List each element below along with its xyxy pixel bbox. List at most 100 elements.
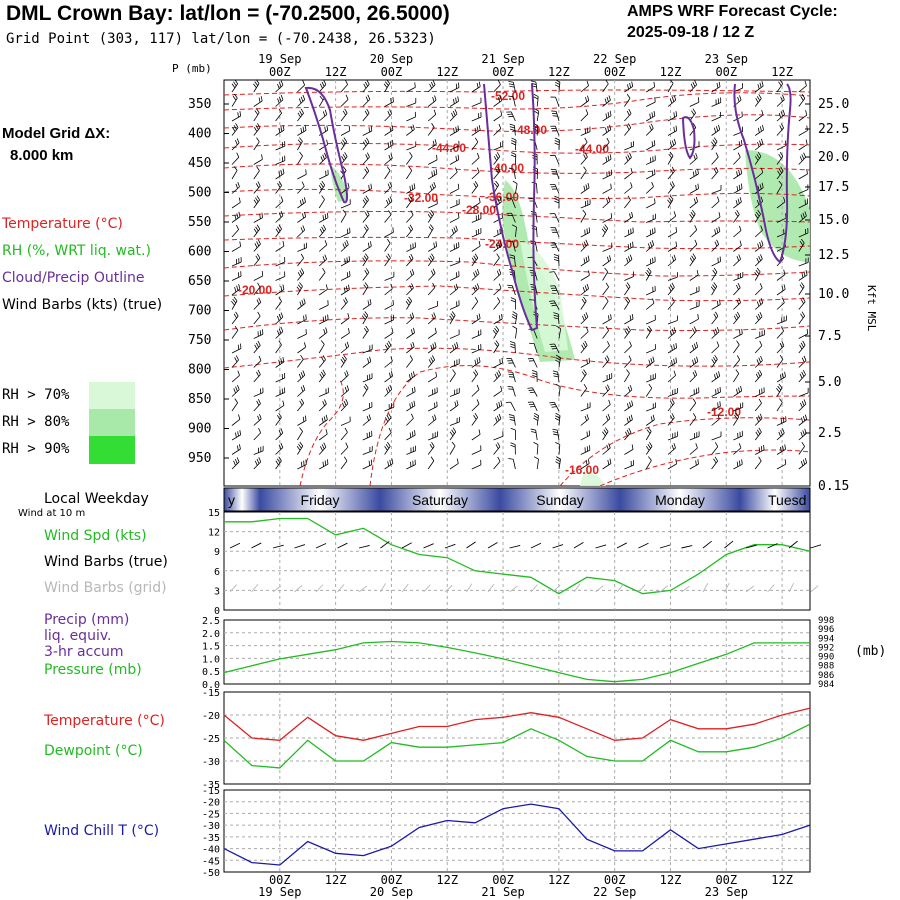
- wind-barb-staff: [406, 156, 413, 165]
- wind-barb-feather: [806, 169, 808, 175]
- wind-barb: [318, 268, 326, 281]
- wind-barb-feather: [555, 412, 561, 416]
- wind-barb-feather: [255, 125, 259, 130]
- wind-barb-staff: [471, 348, 482, 354]
- wind-barb-staff: [231, 246, 241, 252]
- wind-barb-feather: [696, 356, 699, 362]
- wind-barb-feather: [299, 400, 303, 406]
- wind-barb-feather: [800, 461, 804, 467]
- wind-barb: [471, 268, 480, 281]
- wind-barb-feather: [629, 213, 631, 219]
- bottom-day-label: 19 Sep: [258, 885, 301, 899]
- wind-barb: [776, 428, 785, 441]
- wind-barb-feather: [673, 254, 677, 260]
- wind-barb: [602, 169, 613, 180]
- wind-barb-feather: [508, 167, 514, 170]
- wind-barb-feather: [478, 429, 481, 435]
- wind-barb-feather: [510, 427, 516, 431]
- wind-barb: [384, 283, 393, 296]
- wind-barb-feather: [735, 200, 738, 206]
- wind-barb-staff: [580, 232, 590, 238]
- wind-barb-feather: [692, 398, 697, 404]
- wind-barb-feather: [409, 185, 412, 191]
- wind-barb-feather: [532, 374, 538, 378]
- wind-barb-feather: [759, 413, 763, 419]
- wind-barb-staff: [667, 115, 677, 122]
- wind-barb: [253, 355, 262, 368]
- wind-barb-feather: [530, 80, 537, 83]
- wind-barb: [733, 328, 743, 339]
- wind-barb-feather: [587, 255, 590, 261]
- wind-barb-feather: [800, 431, 803, 437]
- pressure-right-tick-label: 996: [818, 625, 834, 635]
- wind-barb: [384, 328, 394, 339]
- wind-barb-feather: [388, 372, 392, 378]
- wind-barb: [471, 343, 482, 354]
- wind-barb-feather: [509, 419, 515, 421]
- wind-barb-feather: [780, 111, 784, 117]
- wind-barb-feather: [474, 127, 477, 133]
- wind-barb-staff: [297, 141, 303, 151]
- wind-barb-feather: [675, 125, 678, 131]
- wind-barb-feather: [756, 315, 759, 321]
- wind-barb-staff: [427, 143, 437, 151]
- wind-barb-staff: [427, 376, 437, 383]
- wind-barb-feather: [430, 456, 435, 461]
- wind-barb: [667, 370, 676, 383]
- wind-barb-staff: [362, 170, 370, 180]
- wind-barb: [318, 180, 326, 194]
- wind-barb-feather: [716, 326, 720, 332]
- wind-barb: [776, 151, 784, 165]
- wind-barb-feather: [259, 413, 262, 419]
- wind-barb-feather: [627, 244, 630, 250]
- wind-barb-staff: [362, 245, 372, 252]
- wind-barb-feather: [302, 126, 305, 132]
- wind-barb-feather: [435, 169, 438, 175]
- wind-barb: [253, 96, 263, 107]
- wind-barb-feather: [301, 181, 305, 187]
- wind-barb: [601, 224, 609, 238]
- wind-barb-feather: [802, 416, 806, 422]
- wind-barb-feather: [302, 94, 306, 100]
- wind-barb: [580, 109, 589, 122]
- y-tick-label: 1.0: [202, 654, 220, 665]
- wind-barb-feather: [584, 340, 588, 346]
- wind-barb-staff: [427, 418, 437, 426]
- wind-barb-feather: [669, 141, 673, 147]
- wind-barb-feather: [457, 154, 460, 160]
- y-tick-label: -35: [202, 833, 220, 844]
- wind-barb: [297, 197, 306, 209]
- wind-barb-feather: [236, 224, 240, 230]
- wind-barb-staff: [554, 213, 560, 223]
- wind-barb-staff: [449, 188, 460, 194]
- wind-barb-feather: [342, 154, 346, 159]
- wind-barb-staff: [602, 271, 609, 281]
- wind-barb: [776, 79, 784, 93]
- wind-barb: [231, 384, 240, 397]
- series-line-wind-chill: [223, 803, 811, 866]
- wind-barb-feather: [758, 94, 762, 99]
- wind-barb-staff: [471, 202, 481, 209]
- wind-barb: [624, 355, 632, 368]
- wind-barb: [275, 326, 284, 339]
- wind-barb: [493, 253, 500, 267]
- wind-barb-feather: [631, 313, 634, 320]
- wind-barb-staff: [733, 214, 740, 223]
- wind-barb: [427, 95, 437, 107]
- wind-barb-feather: [803, 152, 807, 158]
- wind-barb: [602, 213, 613, 223]
- legend-rh80: RH > 80%: [2, 414, 70, 430]
- wind-barb-feather: [801, 272, 804, 278]
- wind-barb-feather: [474, 181, 479, 186]
- wind-barb-staff: [602, 142, 610, 151]
- wind-barb: [776, 354, 784, 368]
- wind-barb-staff: [602, 359, 610, 368]
- wind-barb: [319, 459, 329, 470]
- wind-barb: [362, 210, 370, 223]
- wind-barb: [667, 297, 675, 310]
- precip-sub2: 3-hr accum: [44, 644, 124, 660]
- wind-barb-feather: [322, 256, 326, 262]
- wind-barb: [754, 427, 762, 441]
- wind-barb-feather: [390, 356, 393, 362]
- wind-barb-feather: [760, 355, 763, 361]
